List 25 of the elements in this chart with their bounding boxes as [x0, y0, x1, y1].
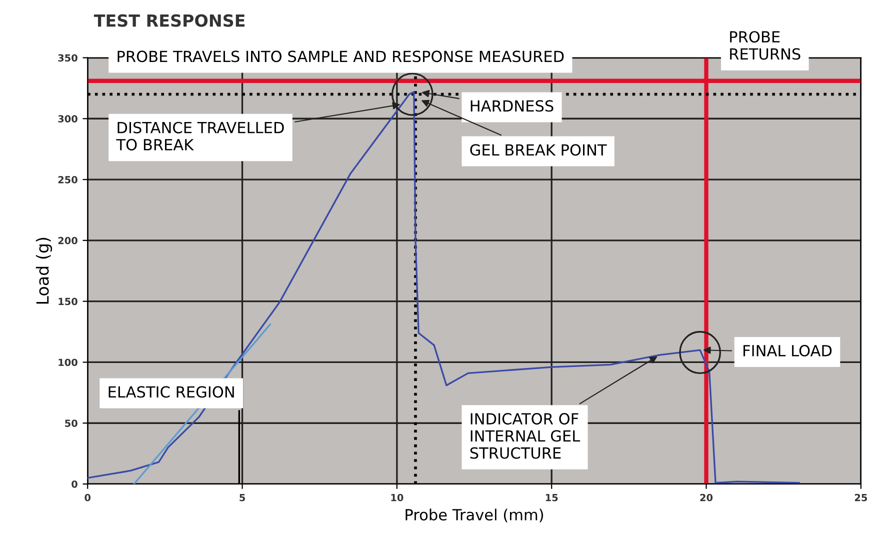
annotation: GEL BREAK POINT — [470, 144, 607, 156]
x-tick-label: 20 — [700, 494, 713, 502]
chart-title: TEST RESPONSE — [94, 14, 245, 27]
annotation: HARDNESS — [470, 100, 554, 112]
y-tick-label: 250 — [58, 176, 78, 184]
x-tick-label: 0 — [84, 494, 91, 502]
x-tick-label: 15 — [546, 494, 558, 502]
y-tick-label: 150 — [58, 298, 78, 306]
x-tick-label: 10 — [391, 494, 404, 502]
annotation: DISTANCE TRAVELLED TO BREAK — [116, 122, 284, 150]
x-tick-label: 5 — [240, 494, 245, 502]
y-axis-title: Load (g) — [36, 238, 52, 304]
x-axis-title: Probe Travel (mm) — [406, 508, 544, 522]
y-tick-label: 50 — [65, 420, 78, 427]
annotation: PROBE RETURNS — [730, 31, 800, 60]
annotation: PROBE TRAVELS INTO SAMPLE AND RESPONSE MEASURED — [118, 50, 564, 62]
annotation: INDICATOR OF INTERNAL GEL STRUCTURE — [470, 413, 580, 459]
y-tick-label: 200 — [58, 236, 78, 244]
y-tick-label: 100 — [58, 358, 78, 366]
x-tick-label: 25 — [854, 494, 868, 502]
annotation: ELASTIC REGION — [108, 386, 234, 398]
annotation: FINAL LOAD — [744, 344, 832, 356]
y-tick-label: 350 — [58, 54, 78, 62]
y-tick-label: 0 — [72, 480, 78, 488]
y-tick-label: 300 — [58, 115, 78, 122]
